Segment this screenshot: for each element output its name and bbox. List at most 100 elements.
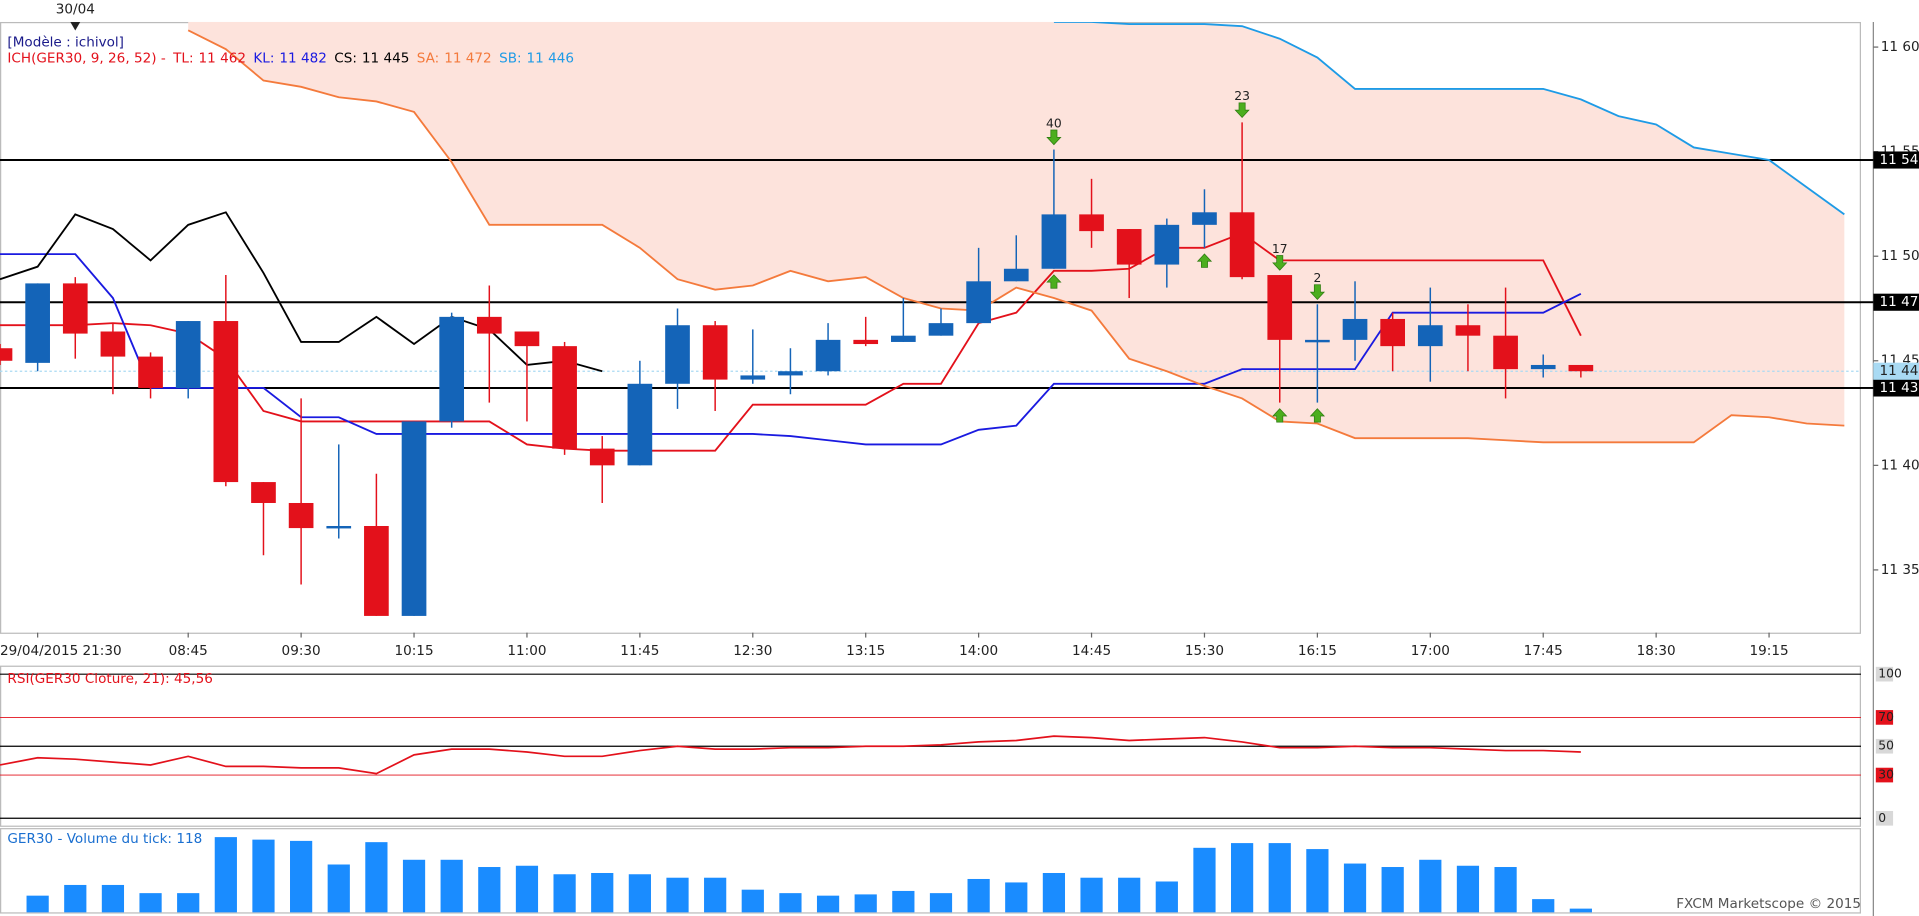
volume-bar	[741, 889, 764, 913]
legend-name: SA:	[417, 51, 439, 67]
y-tick-label: 11 350	[1881, 562, 1919, 578]
signal-arrow-down	[1272, 255, 1288, 271]
rsi-tick-box	[1875, 810, 1894, 826]
x-tick-label: 15:30	[1185, 643, 1224, 659]
candle-body	[288, 502, 314, 529]
volume-bar	[1419, 859, 1442, 913]
main-plot: 40 23 17 2	[0, 21, 1861, 616]
legend-indicator: ICH(GER30, 9, 26, 52) -	[7, 51, 165, 67]
candle-body	[401, 421, 427, 616]
candle-body	[740, 375, 766, 380]
volume-bar	[704, 877, 727, 913]
current-price-box	[1873, 362, 1919, 380]
legend-value: 11 446	[527, 51, 574, 67]
volume-bar	[591, 872, 614, 913]
volume-bar	[214, 837, 237, 913]
rsi-tick-label: 0	[1878, 811, 1886, 825]
legend-value: 11 445	[362, 51, 409, 67]
volume-bar	[26, 895, 49, 913]
candle-body	[1380, 318, 1406, 347]
signal-arrow-up	[1196, 253, 1213, 268]
candle-body	[1079, 214, 1104, 232]
current-price-label: 11 445	[1880, 363, 1919, 379]
level-box	[1873, 379, 1919, 397]
model-title: [Modèle : ichivol]	[7, 35, 124, 51]
volume-bar	[666, 877, 689, 913]
candle-body	[815, 339, 841, 372]
volume-title: GER30 - Volume du tick: 118	[7, 831, 202, 847]
volume-bar	[64, 884, 87, 913]
rsi-tick-label: 50	[1878, 739, 1894, 753]
volume-bar	[1042, 872, 1066, 913]
x-tick-label: 13:15	[846, 643, 885, 659]
volume-bar	[327, 864, 350, 913]
volume-bar	[1456, 865, 1480, 913]
x-tick-label: 12:30	[733, 643, 772, 659]
candle-body	[1455, 325, 1481, 336]
volume-bar	[553, 874, 576, 913]
candle-body	[364, 525, 389, 616]
level-label: 11 546	[1880, 152, 1919, 168]
x-tick-label: 08:45	[169, 643, 208, 659]
signal-arrow-down	[1046, 129, 1062, 146]
volume-bar	[365, 842, 388, 913]
volume-bar	[101, 884, 125, 913]
x-tick-label: 10:15	[394, 643, 433, 659]
candle-body	[100, 331, 126, 357]
volume-bar	[402, 859, 426, 913]
volume-bar	[628, 874, 651, 913]
volume-bar	[1230, 843, 1254, 913]
volume-bar	[816, 895, 840, 913]
candle-body	[213, 321, 239, 483]
volume-bar	[1155, 881, 1178, 913]
x-tick-label: 11:45	[620, 643, 659, 659]
volume-bar	[1193, 847, 1216, 913]
candle-body	[1154, 224, 1180, 265]
level-label: 11 437	[1880, 380, 1919, 396]
signal-arrow-down	[1234, 102, 1250, 119]
x-tick-label: 14:45	[1072, 643, 1111, 659]
candle-body	[589, 448, 615, 466]
candle-body	[1192, 212, 1217, 225]
y-tick-label: 11 400	[1881, 457, 1919, 473]
signal-arrow-down	[1309, 284, 1326, 300]
volume-bar	[1306, 849, 1329, 913]
volume-bar	[1532, 899, 1555, 913]
candle-body	[439, 316, 465, 422]
volume-bar	[177, 893, 200, 913]
signal-arrow-up	[1309, 408, 1326, 423]
rsi-tick-label: 30	[1878, 768, 1894, 782]
footer: FXCM Marketscope © 2015	[1676, 896, 1861, 912]
x-tick-label: 17:45	[1524, 643, 1563, 659]
candle-body	[1568, 364, 1594, 372]
indicator-line	[0, 232, 1582, 452]
candle-body	[853, 339, 879, 345]
volume-bar	[1381, 867, 1404, 913]
candle-body	[702, 325, 728, 380]
candle-body	[25, 283, 50, 363]
candle-body	[138, 356, 163, 388]
signal-label: 40	[1046, 116, 1062, 130]
level-box	[1873, 151, 1919, 169]
candle-body	[514, 331, 540, 347]
candle-body	[665, 325, 690, 384]
signal-arrow-up	[1046, 274, 1062, 289]
candle-body	[0, 348, 13, 361]
indicator-legend: ICH(GER30, 9, 26, 52) - TL: 11 462 KL: 11 48…	[7, 51, 574, 67]
candle-body	[175, 321, 201, 388]
candle-body	[778, 371, 803, 376]
rsi-tick-box	[1875, 666, 1894, 682]
signal-arrow-up	[1272, 408, 1288, 423]
candle-body	[476, 316, 502, 334]
volume-frame	[0, 828, 1861, 914]
rsi-tick-box	[1875, 710, 1894, 725]
x-tick-label: 14:00	[959, 643, 998, 659]
candle-body	[1305, 339, 1330, 343]
candle-body	[251, 482, 276, 503]
x-tick-label: 18:30	[1637, 643, 1676, 659]
legend-value: 11 472	[444, 51, 491, 67]
rsi-tick-label: 100	[1878, 667, 1902, 681]
legend-name: KL:	[253, 51, 274, 67]
